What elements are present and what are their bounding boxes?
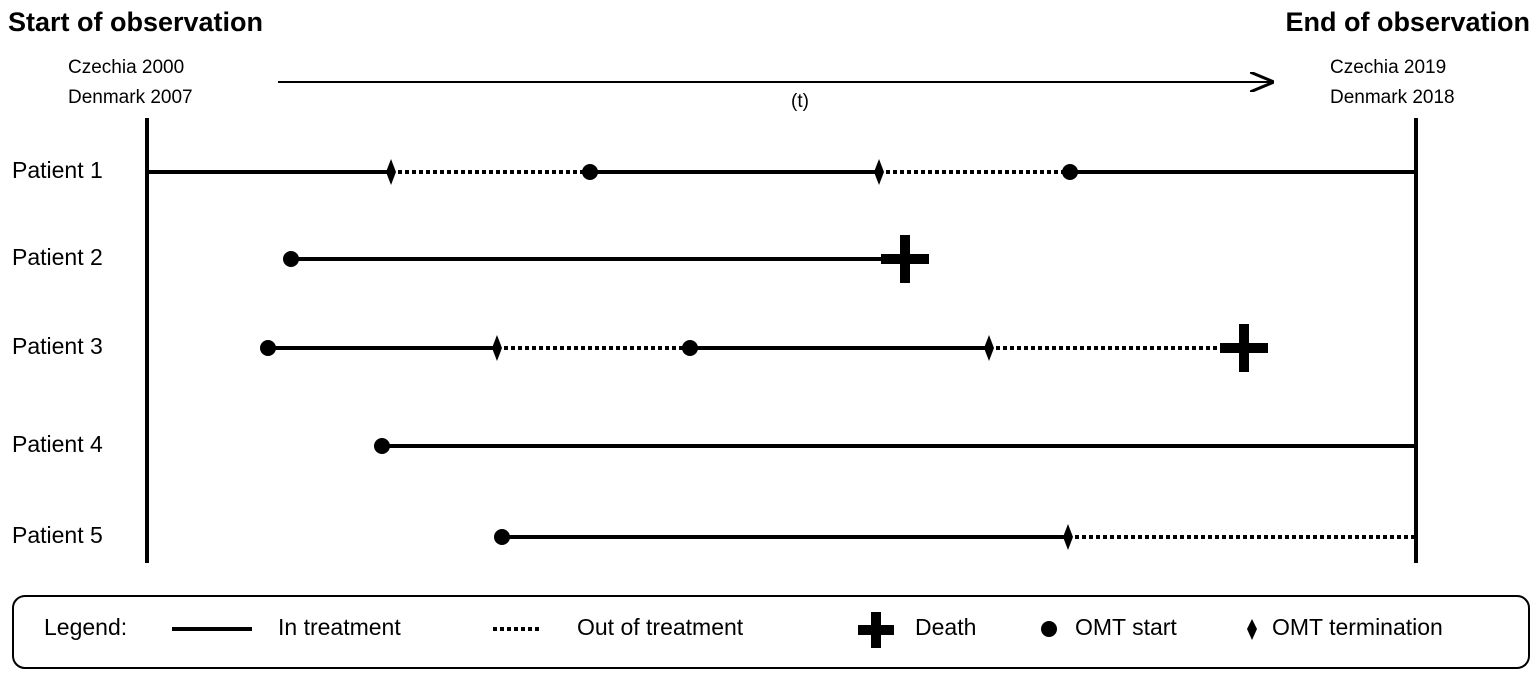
end-label: Denmark 2018 xyxy=(1330,87,1455,108)
start-label: Denmark 2007 xyxy=(68,87,193,108)
patient-label: Patient 1 xyxy=(12,157,103,183)
start-label: Czechia 2000 xyxy=(68,57,184,78)
end-title: End of observation xyxy=(1285,7,1530,37)
start-title: Start of observation xyxy=(8,7,263,37)
omt-termination xyxy=(492,335,502,361)
omt-termination xyxy=(984,335,994,361)
time-label: (t) xyxy=(791,91,809,112)
legend-label: Out of treatment xyxy=(577,614,744,640)
death xyxy=(1220,343,1268,353)
omt-start xyxy=(260,340,276,356)
legend-title: Legend: xyxy=(44,614,127,640)
omt-start xyxy=(682,340,698,356)
legend-diamond xyxy=(1247,619,1257,640)
patient-label: Patient 2 xyxy=(12,244,103,270)
patient-label: Patient 3 xyxy=(12,333,103,359)
omt-start xyxy=(283,251,299,267)
legend-cross xyxy=(858,612,894,648)
death xyxy=(881,254,929,264)
legend-label: OMT start xyxy=(1075,614,1177,640)
omt-start xyxy=(374,438,390,454)
legend-dot xyxy=(1041,621,1057,637)
omt-start xyxy=(1062,164,1078,180)
end-label: Czechia 2019 xyxy=(1330,57,1446,78)
legend-cross-h xyxy=(858,625,894,635)
omt-termination xyxy=(386,159,396,185)
legend-label: Death xyxy=(915,614,976,640)
omt-start xyxy=(494,529,510,545)
omt-termination xyxy=(874,159,884,185)
patient-label: Patient 5 xyxy=(12,522,103,548)
omt-termination xyxy=(1063,524,1073,550)
omt-start xyxy=(582,164,598,180)
legend-box xyxy=(12,595,1530,669)
patient-label: Patient 4 xyxy=(12,431,103,457)
legend-label: In treatment xyxy=(278,614,401,640)
legend-label: OMT termination xyxy=(1272,614,1443,640)
timelines xyxy=(147,159,1416,550)
